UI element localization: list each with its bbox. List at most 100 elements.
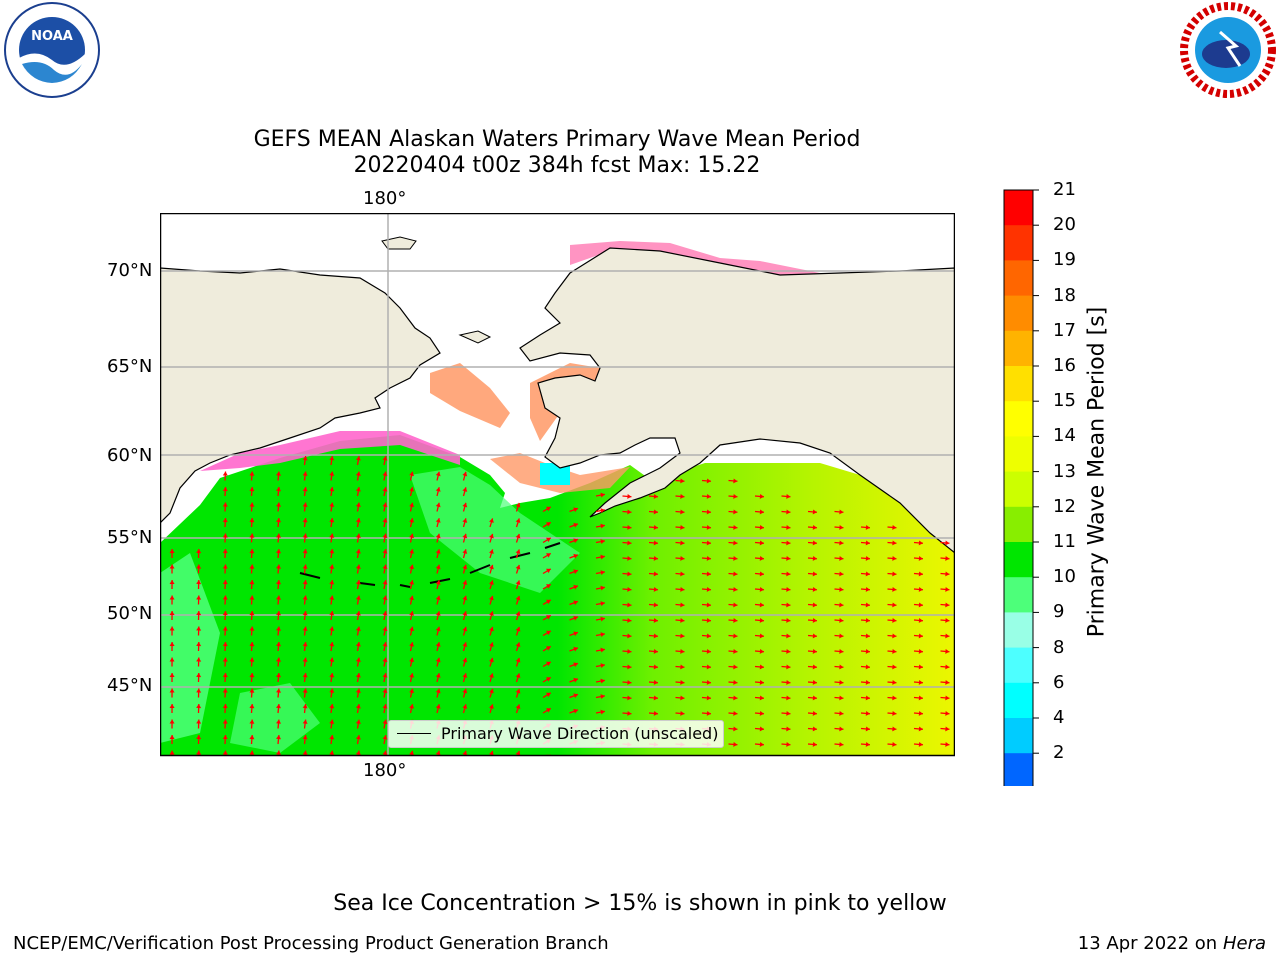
wave-arrow-head [865,741,870,747]
wave-arrow-head [276,719,282,724]
wave-arrow-head [600,694,605,700]
wave-arrow-head [382,502,388,508]
lon-label-top: 180° [363,188,407,209]
wave-arrow-head [706,540,711,546]
colorbar-tick-label: 4 [1053,707,1065,728]
wave-arrow-head [462,595,468,601]
wave-arrow-head [945,617,950,623]
wave-arrow-head [733,648,738,654]
wave-arrow-head [435,595,441,601]
wave-arrow-head [945,540,950,546]
wave-arrow-head [196,735,202,740]
map-frame [160,213,955,757]
wave-arrow-head [786,602,791,608]
wave-arrow-head [462,642,468,647]
wave-arrow-head [653,509,658,515]
wave-arrow-head [435,642,441,647]
wave-arrow-head [892,633,897,639]
aleutian-islands [299,542,561,588]
wave-arrow-head [222,533,228,538]
wave-arrow-head [786,617,791,623]
russia-landmass [160,267,441,524]
wave-arrow-head [196,657,202,662]
wave-arrow-head [653,524,658,530]
wave-arrow-head [812,648,817,654]
wave-arrow-head [222,518,228,523]
wave-arrow-head [918,586,923,592]
colorbar-tick-label: 17 [1053,319,1076,341]
wave-arrow-head [759,664,764,670]
wave-arrow-head [600,663,605,669]
wave-arrow-head [918,710,923,716]
map-title: GEFS MEAN Alaskan Waters Primary Wave Me… [253,127,861,152]
wave-arrow-head [653,648,658,654]
colorbar [1003,189,1039,786]
wave-arrow-head [222,642,228,647]
wave-arrow-head [196,704,202,709]
wave-arrow-head [627,664,632,670]
wave-arrow-head [733,524,738,530]
wave-arrow-head [812,509,817,515]
wave-arrow-head [169,735,175,740]
wave-arrow-head [462,626,468,632]
wave-arrow-head [302,533,308,538]
wave-arrow-head [892,586,897,592]
wave-arrow-head [546,506,551,512]
wave-arrow-head [355,549,361,554]
wave-arrow-head [839,540,844,546]
wave-arrow-head [249,611,255,616]
wave-arrow-head [839,617,844,623]
wave-arrow-head [945,586,950,592]
wave-arrow-head [733,664,738,670]
wave-arrow-head [918,664,923,670]
wave-arrow-head [627,695,632,701]
wave-arrow-head [680,509,685,515]
wave-arrow-head [222,502,228,507]
wave-arrow-head [515,688,521,694]
wave-arrow-head [706,493,711,499]
wave-arrow-head [892,726,897,732]
colorbar-tick-label: 14 [1053,425,1076,447]
wave-arrow-head [680,493,685,499]
wave-arrow-head [839,726,844,732]
wave-arrow-head [892,648,897,654]
wave-arrow-head [546,692,551,698]
wave-arrow-head [627,633,632,639]
wave-arrow-head [892,679,897,685]
wave-arrow-head [706,633,711,639]
sea-ice-zone [200,431,460,471]
wave-arrow-head [489,688,494,694]
wave-arrow-head [680,617,685,623]
wave-arrow-head [249,688,255,693]
wave-arrow-head [573,553,578,559]
wave-arrow-head [329,502,335,507]
wave-arrow-head [169,673,175,678]
wave-arrow-head [462,502,468,508]
wave-arrow-head [462,580,468,585]
wave-arrow-head [355,580,361,585]
wave-arrow-head [462,611,468,616]
wave-arrow-head [680,555,685,561]
wave-arrow-head [329,580,335,585]
wave-arrow-head [680,695,685,701]
wave-arrow-head [489,673,494,678]
wave-arrow-head [546,677,551,682]
wave-arrow-head [515,533,521,539]
wave-arrow-head [355,518,361,523]
wave-arrow-head [196,626,202,631]
wave-arrow-head [329,642,335,647]
wave-arrow-head [786,741,791,747]
wave-arrow-head [249,471,255,476]
wave-arrow-head [302,502,308,507]
wave-arrow-head [600,601,605,607]
wave-arrow-head [435,611,441,616]
wave-arrow-head [249,487,255,492]
wave-arrow-head [515,611,521,617]
wave-arrow-head [653,571,658,577]
wave-arrow-head [600,523,605,529]
wave-arrow-head [733,633,738,639]
wave-arrow-head [355,673,361,678]
wave-arrow-head [812,571,817,577]
wave-arrow-head [786,540,791,546]
wave-arrow-head [249,657,255,662]
